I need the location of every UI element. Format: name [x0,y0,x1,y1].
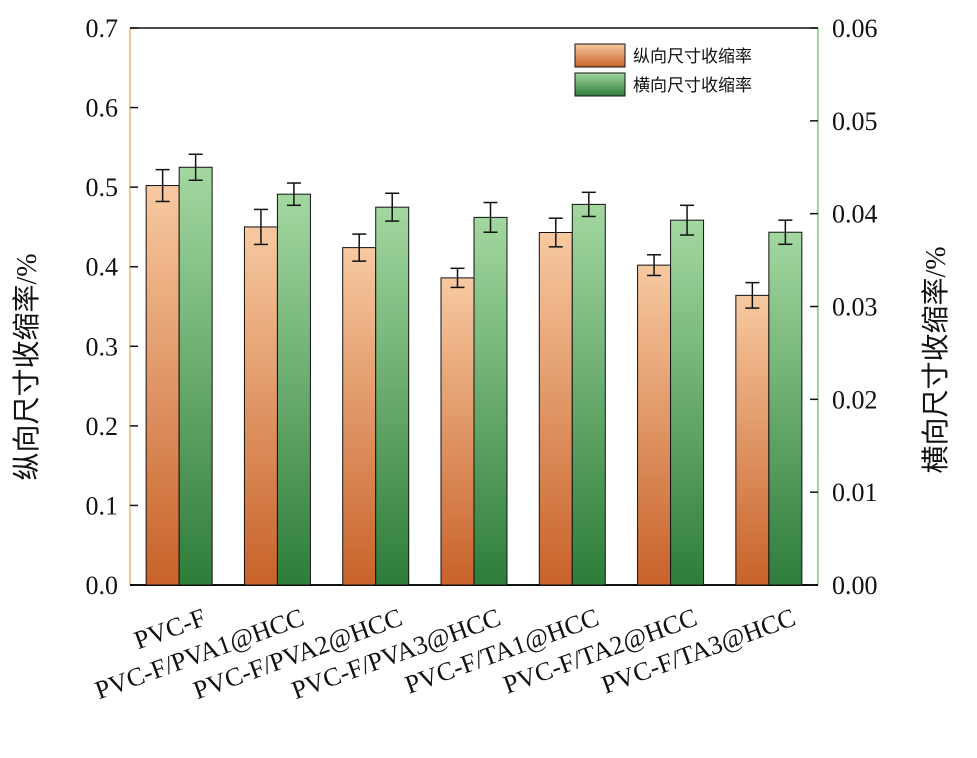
legend-label-transverse: 横向尺寸收缩率 [633,76,752,96]
y-tick-label: 0.4 [86,253,119,282]
plot-area: 0.0 0.1 0.2 0.3 0.4 0.5 0.6 0.7 0.00 0.01 0.02 0.03… [86,14,878,705]
y-tick-label: 0.2 [86,412,119,441]
y-tick-label: 0.0 [86,571,119,600]
bar-longitudinal [735,294,770,586]
legend-swatch-transverse [574,72,626,97]
bar-longitudinal [440,277,475,586]
bar-longitudinal [145,185,180,586]
legend-label-longitudinal: 纵向尺寸收缩率 [633,47,752,67]
bar-transverse [473,216,508,586]
y2-tick-label: 0.00 [832,571,878,600]
bar-transverse [670,219,705,586]
bar-transverse [178,166,213,586]
y2-tick-label: 0.01 [832,478,878,507]
y-tick-label: 0.3 [86,332,119,361]
legend: 纵向尺寸收缩率 横向尺寸收缩率 [574,43,752,97]
bar-longitudinal [637,264,672,586]
legend-swatch-longitudinal [574,43,626,68]
bar-transverse [768,231,803,586]
y2-tick-label: 0.06 [832,14,878,43]
y2-tick-label: 0.03 [832,293,878,322]
y2-tick-label: 0.04 [832,200,878,229]
y2-tick-label: 0.02 [832,385,878,414]
y2-tick-label: 0.05 [832,107,878,136]
bar-longitudinal [538,231,573,586]
bar-transverse [571,203,606,586]
bar-transverse [375,206,410,586]
y-tick-label: 0.5 [86,173,119,202]
y-tick-label: 0.1 [86,491,119,520]
y2-axis-title: 横向尺寸收缩率/% [920,246,952,473]
bar-transverse [276,193,311,586]
bar-longitudinal [243,226,278,586]
y-tick-label: 0.7 [86,14,119,43]
y-axis-title: 纵向尺寸收缩率/% [11,253,43,480]
bar-longitudinal [342,247,377,586]
y-tick-label: 0.6 [86,94,119,123]
